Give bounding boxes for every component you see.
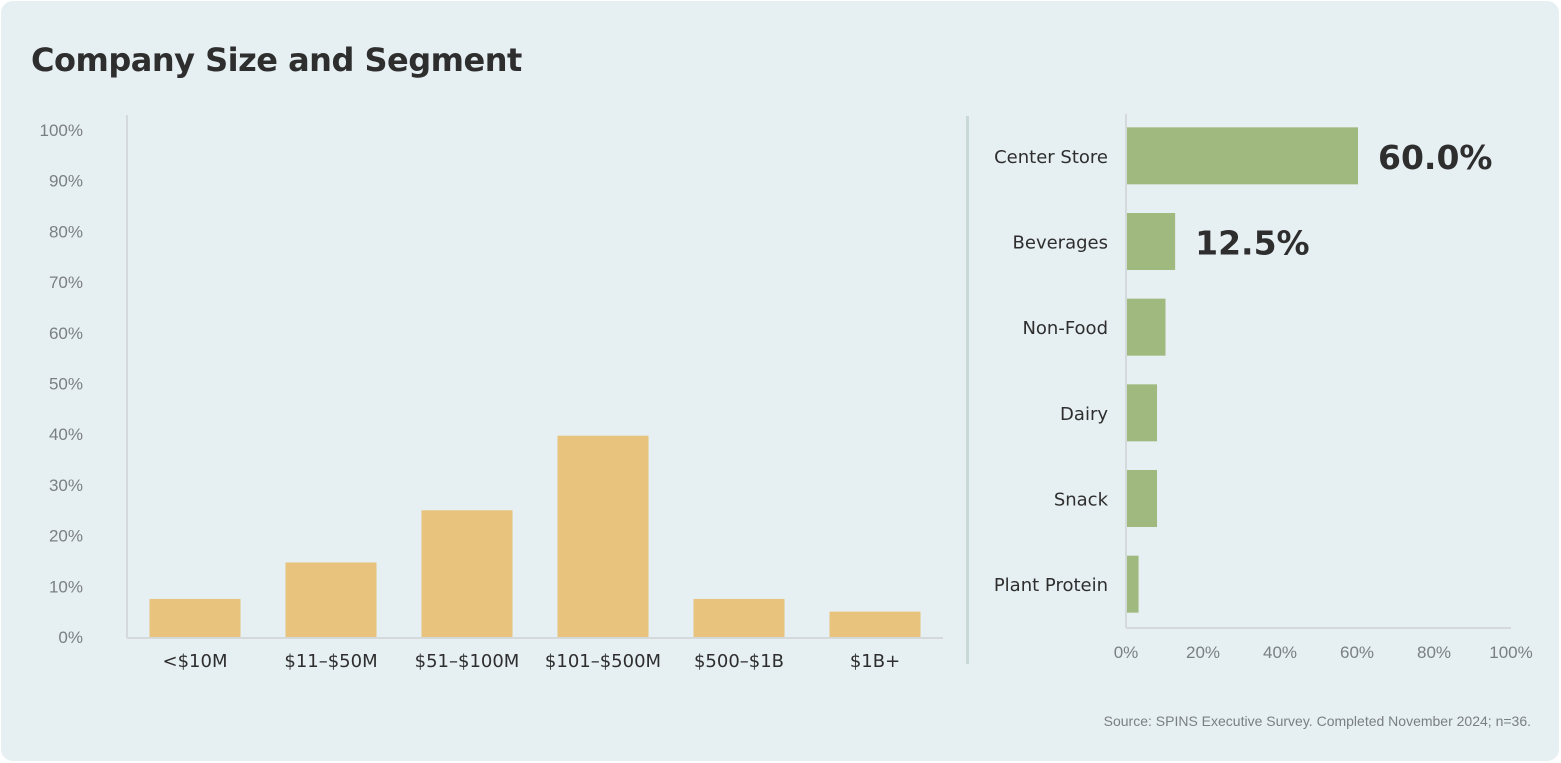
size-bar [693,598,785,637]
size-y-tick-label: 90% [49,172,83,191]
size-x-tick-label: $51–$100M [415,651,520,672]
size-bar [285,562,377,637]
segment-x-tick-label: 40% [1263,643,1297,662]
segment-x-tick-label: 60% [1340,643,1374,662]
size-bar [149,598,241,637]
segment-x-tick-label: 20% [1186,643,1220,662]
size-x-tick-label: $101–$500M [545,651,661,672]
segment-y-tick-label: Non-Food [1022,318,1108,339]
segment-x-tick-label: 0% [1114,643,1139,662]
size-y-tick-label: 100% [40,121,83,140]
source-note: Source: SPINS Executive Survey. Complete… [1103,713,1531,729]
segment-bar [1127,213,1176,270]
segment-bar [1127,384,1158,442]
size-bar [557,435,649,637]
chart-title: Company Size and Segment [31,41,522,79]
segment-y-tick-label: Center Store [994,147,1108,168]
size-x-tick-label: $11–$50M [284,651,377,672]
segment-y-tick-label: Dairy [1060,404,1108,425]
segment-bar [1127,298,1166,356]
size-y-tick-label: 40% [49,425,83,444]
segment-bar [1127,470,1158,527]
segment-bar [1127,127,1358,185]
segment-y-tick-label: Beverages [1013,233,1108,254]
size-x-tick-label: $500–$1B [694,651,784,672]
size-y-tick-label: 50% [49,375,83,394]
size-y-tick-label: 70% [49,273,83,292]
segment-y-tick-label: Snack [1054,490,1109,511]
size-y-tick-label: 10% [49,577,83,596]
size-y-tick-label: 20% [49,527,83,546]
segment-y-tick-label: Plant Protein [994,575,1108,596]
size-bar [829,611,921,637]
segment-data-label: 12.5% [1195,224,1310,263]
segment-bar [1127,555,1139,613]
size-bar [421,510,513,637]
size-y-tick-label: 80% [49,222,83,241]
segment-x-tick-label: 80% [1417,643,1451,662]
chart-divider [966,116,969,664]
size-x-tick-label: <$10M [163,651,228,672]
segment-x-tick-label: 100% [1489,643,1532,662]
size-y-tick-label: 60% [49,324,83,343]
size-y-tick-label: 30% [49,476,83,495]
size-y-tick-label: 0% [58,628,83,647]
segment-data-label: 60.0% [1378,138,1493,177]
size-x-tick-label: $1B+ [850,651,900,672]
